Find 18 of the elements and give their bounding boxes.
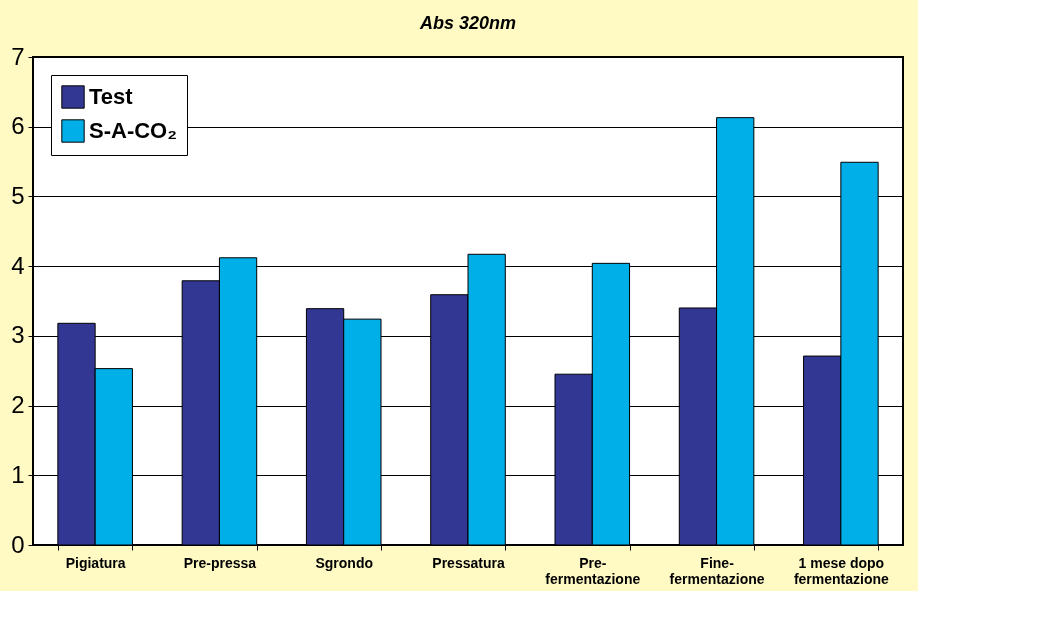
y-tick-label: 0	[11, 530, 25, 558]
y-tick-label: 3	[11, 321, 25, 349]
y-tick-label: 1	[11, 460, 25, 488]
x-tick-label: Sgrondo	[315, 554, 373, 571]
x-tick-label: 1 mese dopo fermentazione	[793, 554, 890, 587]
chart-title: Abs 320nm	[418, 13, 517, 33]
legend-label: S-A-CO₂	[89, 118, 177, 143]
y-tick-label: 6	[11, 112, 25, 140]
legend-label: Test	[89, 84, 134, 109]
y-tick-label: 2	[11, 391, 25, 419]
x-tick-label: Fine-fermentazione	[669, 554, 765, 587]
y-tick-label: 5	[11, 181, 25, 209]
x-tick-label: Pre-fermentazione	[545, 554, 641, 587]
y-tick-label: 4	[11, 251, 25, 279]
x-tick-label: Pigiatura	[65, 554, 126, 571]
y-tick-label: 7	[11, 42, 25, 70]
x-tick-label: Pre-pressa	[183, 554, 257, 571]
x-tick-label: Pressatura	[432, 554, 505, 571]
